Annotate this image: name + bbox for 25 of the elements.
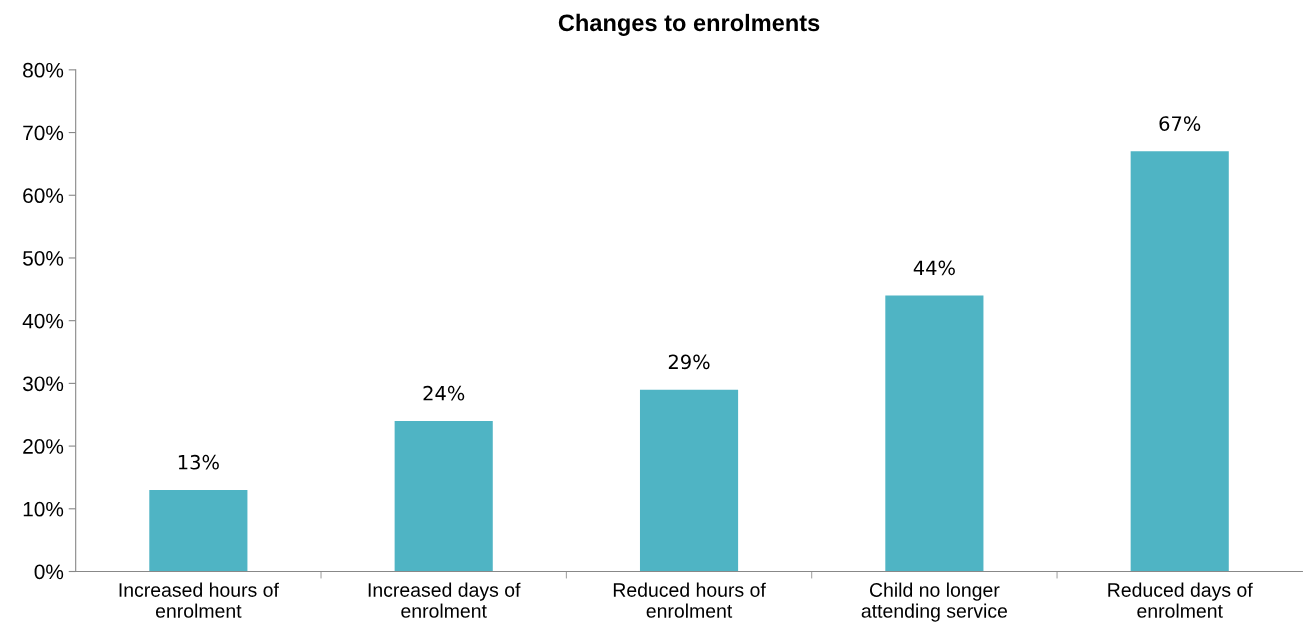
chart-title: Changes to enrolments <box>558 13 820 36</box>
x-tick-label: Increased hours of enrolment <box>119 582 279 618</box>
data-label: 29% <box>668 354 710 370</box>
bar <box>394 421 493 572</box>
y-tick-label: 80% <box>23 62 64 78</box>
x-tick-label: Reduced days of enrolment <box>1108 582 1253 618</box>
bar <box>1130 151 1229 572</box>
y-tick-label: 10% <box>23 501 64 517</box>
data-label: 67% <box>1159 116 1201 131</box>
y-tick-label: 70% <box>23 125 64 141</box>
y-tick-label: 60% <box>23 188 64 204</box>
bar <box>149 489 248 572</box>
data-label: 13% <box>178 454 219 470</box>
x-tick-label: Increased days of enrolment <box>368 582 521 618</box>
x-tick-label: Reduced hours of enrolment <box>613 582 766 618</box>
bar <box>639 389 739 572</box>
data-label: 24% <box>423 385 465 401</box>
y-tick-label: 30% <box>22 376 64 392</box>
y-tick-label: 50% <box>23 250 64 266</box>
x-tick-label: Child no longer attending service <box>861 582 1008 622</box>
bar <box>885 295 984 572</box>
y-tick-label: 20% <box>23 439 64 454</box>
data-label: 44% <box>913 260 955 276</box>
y-tick-label: 0% <box>34 564 64 580</box>
y-tick-label: 40% <box>22 313 64 329</box>
